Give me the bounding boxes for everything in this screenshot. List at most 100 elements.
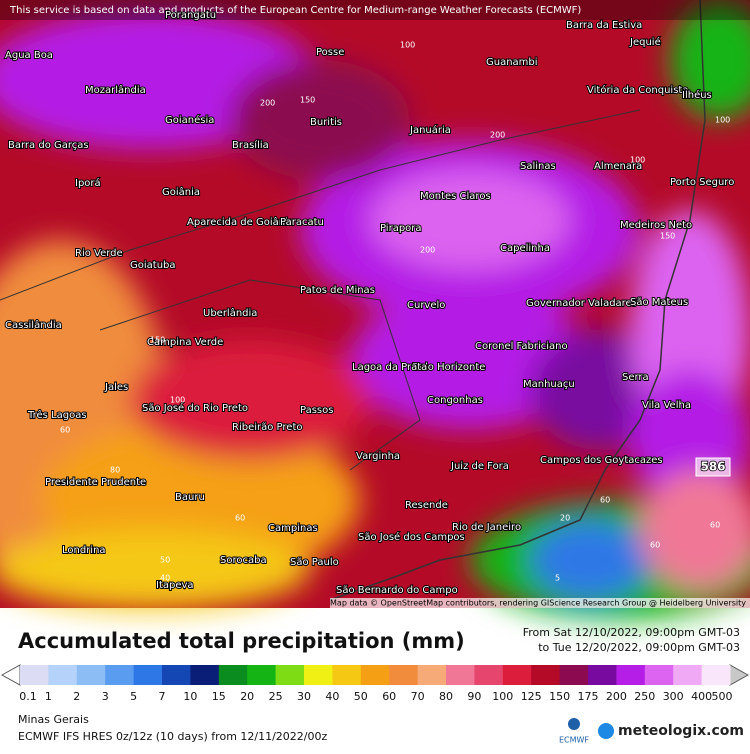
place-label: Londrina bbox=[62, 545, 106, 556]
place-label: Porto Seguro bbox=[670, 177, 734, 188]
legend-swatch bbox=[332, 665, 362, 685]
place-label: Juiz de Fora bbox=[450, 461, 509, 472]
place-label: Três Lagoas bbox=[27, 409, 87, 421]
legend-swatch bbox=[275, 665, 305, 685]
legend-label: 150 bbox=[549, 690, 570, 703]
place-label: Curvelo bbox=[407, 300, 445, 311]
notice: This service is based on data and produc… bbox=[9, 5, 581, 16]
ecmwf-logo: ECMWF bbox=[559, 736, 589, 745]
model: ECMWF IFS HRES 0z/12z (10 days) from 12/… bbox=[18, 730, 328, 743]
place-label: Campos dos Goytacazes bbox=[540, 455, 663, 466]
map: This service is based on data and produc… bbox=[0, 0, 750, 620]
place-label: Posse bbox=[316, 47, 344, 58]
place-label: Porangatu bbox=[165, 10, 216, 21]
legend-swatch bbox=[133, 665, 163, 685]
place-label: Guanambi bbox=[486, 57, 538, 68]
place-label: Sorocaba bbox=[220, 555, 267, 566]
legend-label: 25 bbox=[269, 690, 283, 703]
place-label: Jales bbox=[104, 382, 128, 393]
region: Minas Gerais bbox=[18, 713, 89, 726]
legend-swatch bbox=[701, 665, 731, 685]
contour-label: 200 bbox=[490, 131, 505, 140]
legend-label: 70 bbox=[411, 690, 425, 703]
footer: Accumulated total precipitation (mm) Fro… bbox=[0, 626, 750, 745]
place-label: Barra da Estiva bbox=[566, 20, 642, 31]
legend-label: 40 bbox=[325, 690, 339, 703]
contour-label: 100 bbox=[715, 116, 730, 125]
place-label: Goianésia bbox=[165, 114, 214, 126]
contour-label: 60 bbox=[600, 496, 610, 505]
legend-label: 500 bbox=[712, 690, 733, 703]
legend-swatch bbox=[360, 665, 390, 685]
legend-label: 400 bbox=[691, 690, 712, 703]
place-label: Belo Horizonte bbox=[412, 362, 485, 373]
contour-label: 60 bbox=[710, 521, 720, 530]
max-label: 586 bbox=[700, 460, 725, 474]
contour-label: 100 bbox=[170, 396, 185, 405]
legend-label: 5 bbox=[130, 690, 137, 703]
legend-swatch bbox=[162, 665, 191, 685]
place-label: São José do Rio Preto bbox=[142, 402, 248, 414]
legend-label: 60 bbox=[382, 690, 396, 703]
legend-label: 15 bbox=[212, 690, 226, 703]
legend-swatch bbox=[502, 665, 532, 685]
legend-label: 300 bbox=[663, 690, 684, 703]
place-label: São Paulo bbox=[290, 557, 339, 568]
place-label: Presidente Prudente bbox=[45, 477, 146, 488]
place-label: Passos bbox=[300, 405, 333, 416]
place-label: São Mateus bbox=[630, 297, 688, 308]
place-label: Serra bbox=[622, 372, 649, 383]
contour-label: 80 bbox=[110, 466, 120, 475]
place-label: Almenara bbox=[594, 161, 642, 172]
contour-label: 100 bbox=[400, 41, 415, 50]
place-label: Itapeva bbox=[156, 580, 194, 591]
legend-swatch bbox=[105, 665, 135, 685]
place-label: Jequié bbox=[629, 36, 661, 48]
legend-swatch bbox=[20, 665, 49, 685]
place-label: Iporá bbox=[75, 177, 101, 189]
place-label: Rio Verde bbox=[75, 248, 123, 259]
legend-swatch bbox=[389, 665, 419, 685]
place-label: Campina Verde bbox=[147, 337, 223, 348]
place-label: Paracatu bbox=[280, 217, 324, 228]
legend-label: 3 bbox=[102, 690, 109, 703]
place-label: Cassilândia bbox=[5, 319, 62, 331]
place-label: Aparecida de Goiânia bbox=[187, 216, 294, 228]
legend-label: 175 bbox=[578, 690, 599, 703]
place-label: Buritis bbox=[310, 117, 342, 128]
contour-label: 5 bbox=[555, 574, 560, 583]
legend-swatch bbox=[588, 665, 617, 685]
period-from: From Sat 12/10/2022, 09:00pm GMT-03 bbox=[523, 626, 740, 639]
legend-label: 0.1 bbox=[19, 690, 37, 703]
legend-label: 50 bbox=[354, 690, 368, 703]
place-label: Rio de Janeiro bbox=[452, 522, 521, 533]
place-label: Pirapora bbox=[380, 223, 422, 234]
legend-swatch bbox=[644, 665, 674, 685]
contour-label: 60 bbox=[650, 541, 660, 550]
legend-label: 30 bbox=[297, 690, 311, 703]
contour-label: 150 bbox=[150, 336, 165, 345]
contour-label: 150 bbox=[300, 96, 315, 105]
place-label: Brasília bbox=[232, 139, 269, 151]
place-label: Varginha bbox=[356, 451, 400, 462]
contour-label: 100 bbox=[630, 156, 645, 165]
contour-label: 20 bbox=[560, 514, 570, 523]
place-label: Agua Boa bbox=[5, 50, 53, 61]
legend-label: 125 bbox=[521, 690, 542, 703]
legend-swatch bbox=[190, 665, 220, 685]
place-label: São José dos Campos bbox=[358, 531, 465, 543]
legend-swatch bbox=[474, 665, 504, 685]
place-label: Capelinha bbox=[500, 243, 550, 254]
legend-label: 90 bbox=[467, 690, 481, 703]
footer-title: Accumulated total precipitation (mm) bbox=[18, 629, 465, 653]
place-label: Coronel Fabriciano bbox=[475, 341, 568, 352]
legend-swatch bbox=[76, 665, 106, 685]
legend-swatch bbox=[247, 665, 277, 685]
legend-label: 20 bbox=[240, 690, 254, 703]
site-logo: meteologix.com bbox=[618, 723, 744, 739]
contour-label: 50 bbox=[160, 556, 170, 565]
contour-label: 40 bbox=[160, 574, 170, 583]
place-label: Manhuaçu bbox=[523, 379, 575, 390]
legend-label: 100 bbox=[492, 690, 513, 703]
